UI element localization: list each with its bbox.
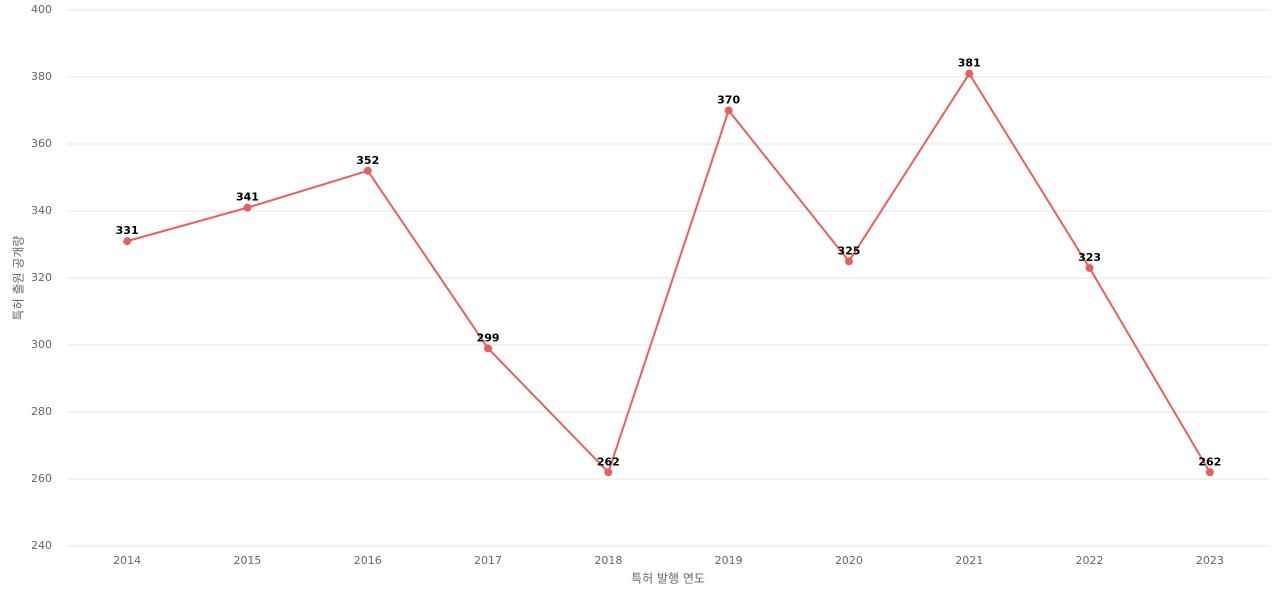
x-tick-label: 2015 (233, 554, 261, 567)
x-tick-label: 2014 (113, 554, 141, 567)
y-tick-label: 340 (31, 204, 52, 217)
x-tick-label: 2021 (955, 554, 983, 567)
x-tick-label: 2023 (1196, 554, 1224, 567)
data-point (965, 69, 974, 78)
data-label: 262 (1198, 455, 1221, 468)
x-tick-label: 2016 (354, 554, 382, 567)
data-point (844, 257, 853, 266)
y-tick-label: 280 (31, 405, 52, 418)
y-axis-label: 특허 출원 공개량 (12, 236, 26, 321)
x-tick-label: 2017 (474, 554, 502, 567)
y-tick-label: 380 (31, 70, 52, 83)
data-point (243, 203, 252, 212)
series-line (126, 71, 1211, 475)
x-tick-label: 2018 (594, 554, 622, 567)
x-tick-label: 2020 (835, 554, 863, 567)
y-tick-label: 320 (31, 271, 52, 284)
data-point (123, 237, 132, 246)
data-point (604, 468, 613, 477)
data-label: 381 (958, 57, 981, 70)
data-label: 262 (597, 455, 620, 468)
y-tick-label: 400 (31, 3, 52, 16)
data-point (363, 166, 372, 175)
data-label: 299 (477, 331, 500, 344)
data-point (1085, 263, 1094, 272)
x-tick-label: 2022 (1076, 554, 1104, 567)
y-tick-label: 300 (31, 338, 52, 351)
data-label: 323 (1078, 251, 1101, 264)
data-label: 325 (837, 244, 860, 257)
data-label: 341 (236, 191, 259, 204)
data-label: 352 (356, 154, 379, 167)
data-point (724, 106, 733, 115)
y-tick-label: 260 (31, 472, 52, 485)
y-tick-label: 360 (31, 137, 52, 150)
data-label: 370 (717, 94, 740, 107)
data-point (1205, 468, 1214, 477)
data-label: 331 (116, 224, 139, 237)
y-tick-label: 240 (31, 539, 52, 552)
data-point (484, 344, 493, 353)
x-axis-label: 특허 발행 연도 (631, 571, 705, 586)
x-tick-label: 2019 (715, 554, 743, 567)
